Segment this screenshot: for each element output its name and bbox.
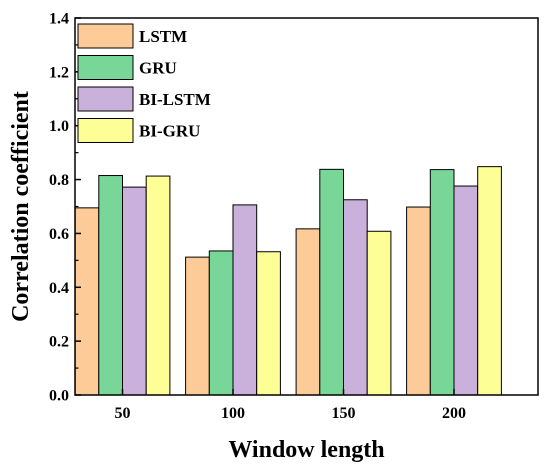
y-axis-title: Correlation coefficient [8,91,34,322]
bar-bi-lstm-100 [232,204,258,396]
y-tick-label: 0.0 [49,388,69,405]
bar-bi-lstm-50 [122,186,147,396]
y-tick-label: 1.0 [49,118,69,135]
bar-bi-gru-150 [366,230,392,396]
bar-gru-100 [208,250,234,396]
x-tick-label: 150 [332,405,356,422]
bar-lstm-100 [185,256,210,396]
x-tick-label: 200 [442,405,466,422]
x-axis-title: Window length [228,437,384,463]
plot-frame [74,17,539,396]
bar-gru-200 [429,169,455,396]
bar-bi-lstm-200 [453,185,479,396]
y-tick-label: 1.2 [49,64,69,81]
y-tick-label: 1.4 [49,11,69,28]
legend-label-bi-gru: BI-GRU [139,122,200,141]
bar-gru-150 [319,168,344,396]
legend: LSTM GRU BI-LSTM BI-GRU [77,23,211,143]
legend-swatch-bi-lstm [77,86,134,112]
bars-layer [74,166,502,396]
y-tick-label: 0.6 [49,226,69,243]
legend-swatch-bi-gru [77,118,134,143]
legend-label-gru: GRU [139,59,177,78]
x-tick-label: 100 [221,405,245,422]
bar-bi-gru-50 [145,175,171,396]
y-tick-label: 0.8 [49,172,69,189]
bar-lstm-50 [74,207,100,396]
bar-bi-gru-100 [256,251,281,396]
bar-lstm-200 [406,206,431,396]
bar-bi-lstm-150 [343,199,368,396]
legend-label-bi-lstm: BI-LSTM [139,90,211,109]
legend-swatch-gru [77,55,134,80]
y-tick-label: 0.4 [49,280,69,297]
x-tick-label: 50 [115,405,131,422]
y-tick-label: 0.2 [49,334,69,351]
legend-label-lstm: LSTM [139,27,187,46]
x-axis-ticks: 50 100 150 200 [115,389,466,422]
bar-bi-gru-200 [477,166,502,396]
bar-gru-50 [98,175,124,396]
bar-lstm-150 [295,228,321,396]
legend-swatch-lstm [77,23,134,49]
